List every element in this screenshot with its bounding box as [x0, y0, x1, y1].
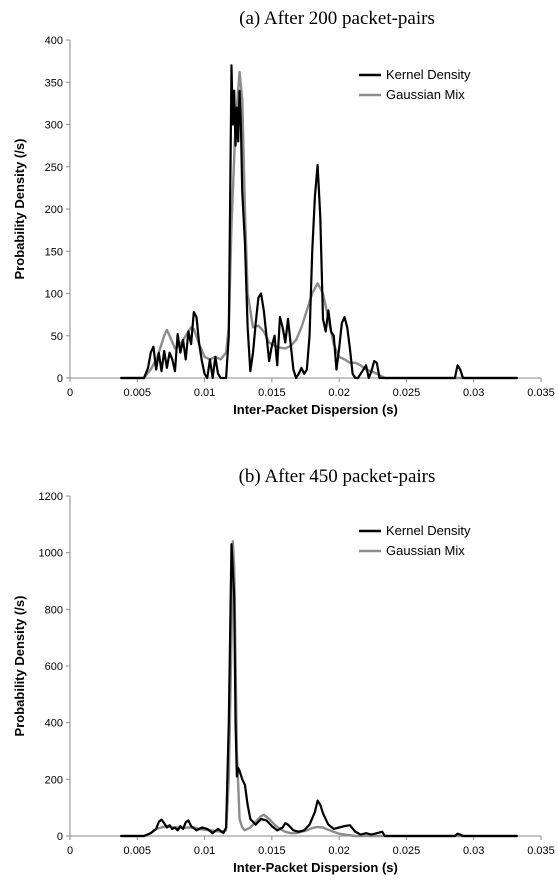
- y-tick-label: 200: [45, 204, 63, 216]
- x-tick-label: 0.03: [463, 387, 484, 399]
- x-tick-label: 0.03: [463, 845, 484, 857]
- x-tick-label: 0.015: [258, 845, 286, 857]
- y-tick-label: 200: [45, 774, 63, 786]
- x-tick-label: 0.02: [328, 845, 349, 857]
- y-tick-label: 350: [45, 77, 63, 89]
- y-tick-label: 600: [45, 661, 63, 673]
- series-line-kernel-density: [120, 543, 518, 838]
- y-tick-label: 0: [57, 831, 63, 843]
- x-tick-label: 0: [67, 387, 73, 399]
- x-tick-label: 0: [67, 845, 73, 857]
- x-axis-label: Inter-Packet Dispersion (s): [233, 860, 398, 875]
- y-tick-label: 400: [45, 35, 63, 47]
- x-tick-label: 0.01: [194, 387, 215, 399]
- y-tick-label: 50: [51, 331, 63, 343]
- x-tick-label: 0.005: [124, 845, 152, 857]
- series-line-kernel-density: [120, 64, 518, 380]
- x-tick-label: 0.02: [328, 387, 349, 399]
- series-line-gaussian-mix: [119, 70, 518, 380]
- y-tick-label: 0: [57, 373, 63, 385]
- x-tick-label: 0.035: [527, 845, 555, 857]
- x-tick-label: 0.005: [124, 387, 152, 399]
- y-axis-label: Probability Density (/s): [12, 139, 27, 280]
- y-tick-label: 300: [45, 120, 63, 132]
- x-tick-label: 0.01: [194, 845, 215, 857]
- legend-entry: Kernel Density: [386, 523, 471, 538]
- chart-b: (b) After 450 packet-pairs 0 200 400 600 800 1…: [12, 466, 555, 875]
- y-tick-label: 100: [45, 289, 63, 301]
- x-tick-label: 0.035: [527, 387, 555, 399]
- x-tick-label: 0.015: [258, 387, 286, 399]
- y-tick-label: 1000: [39, 548, 63, 560]
- y-tick-label: 400: [45, 718, 63, 730]
- legend-entry: Gaussian Mix: [386, 543, 465, 558]
- y-axis-label: Probability Density (/s): [12, 596, 27, 737]
- y-tick-label: 1200: [39, 491, 63, 503]
- chart-b-title: (b) After 450 packet-pairs: [239, 466, 436, 487]
- x-axis-label: Inter-Packet Dispersion (s): [233, 402, 398, 417]
- chart-a-title: (a) After 200 packet-pairs: [239, 8, 435, 29]
- x-tick-label: 0.025: [393, 845, 421, 857]
- y-tick-label: 150: [45, 246, 63, 258]
- y-tick-label: 800: [45, 604, 63, 616]
- x-tick-label: 0.025: [393, 387, 421, 399]
- y-tick-label: 250: [45, 162, 63, 174]
- legend-entry: Gaussian Mix: [386, 87, 465, 102]
- series-line-gaussian-mix: [119, 540, 518, 838]
- chart-a: (a) After 200 packet-pairs 0 50 100 150 200 25…: [12, 8, 555, 417]
- legend-entry: Kernel Density: [386, 67, 471, 82]
